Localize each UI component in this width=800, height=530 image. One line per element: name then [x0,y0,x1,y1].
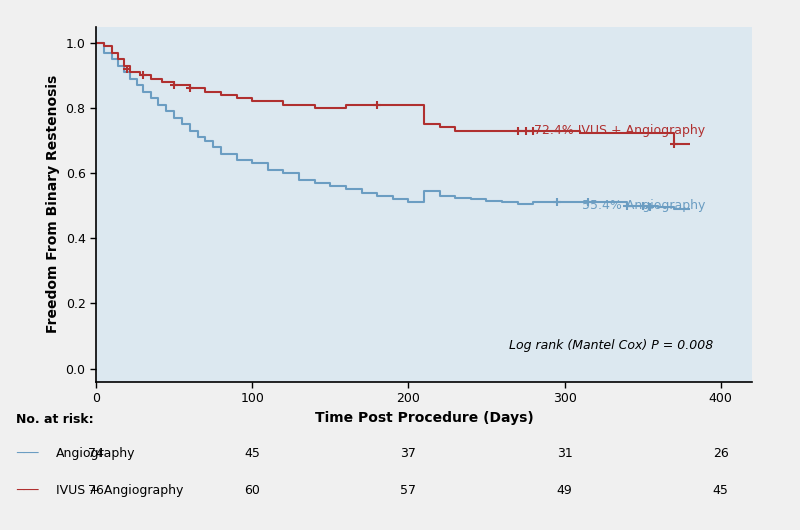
Text: 72.4% IVUS + Angiography: 72.4% IVUS + Angiography [534,124,705,137]
Text: 76: 76 [88,484,104,497]
Text: IVUS + Angiography: IVUS + Angiography [56,484,183,497]
Text: 74: 74 [88,447,104,460]
Text: ───: ─── [16,484,46,497]
Text: 55.4% Angiography: 55.4% Angiography [582,199,705,212]
Text: ───: ─── [16,447,46,460]
Y-axis label: Freedom From Binary Restenosis: Freedom From Binary Restenosis [46,75,60,333]
Text: 26: 26 [713,447,729,460]
Text: 37: 37 [401,447,416,460]
Text: Angiography: Angiography [56,447,135,460]
Text: 45: 45 [713,484,729,497]
Text: No. at risk:: No. at risk: [16,413,94,427]
X-axis label: Time Post Procedure (Days): Time Post Procedure (Days) [314,411,534,425]
Text: 31: 31 [557,447,573,460]
Text: 60: 60 [244,484,260,497]
Text: 45: 45 [244,447,260,460]
Text: Log rank (Mantel Cox) P = 0.008: Log rank (Mantel Cox) P = 0.008 [509,339,713,352]
Text: 49: 49 [557,484,573,497]
Text: 57: 57 [400,484,416,497]
